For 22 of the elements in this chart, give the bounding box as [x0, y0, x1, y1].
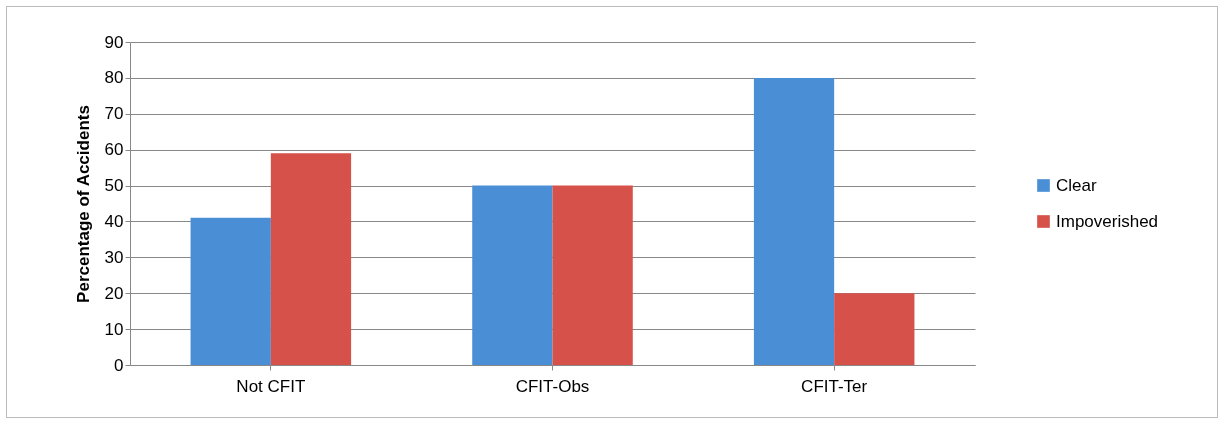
bar: [190, 217, 271, 365]
bar: [270, 153, 352, 365]
y-tick-label: 70: [104, 104, 124, 124]
bar: [552, 185, 633, 365]
y-tick-label: 10: [104, 319, 124, 339]
x-tick-label: CFIT-Obs: [515, 376, 590, 396]
legend-label: Clear: [1056, 175, 1097, 195]
y-axis-title: Percentage of Accidents: [73, 105, 93, 303]
x-tick-label: Not CFIT: [236, 376, 306, 396]
legend-label: Impoverished: [1056, 211, 1159, 231]
y-tick-label: 50: [104, 176, 124, 196]
bar: [753, 77, 835, 365]
y-tick-label: 80: [104, 68, 124, 88]
x-tick-label: CFIT-Ter: [801, 376, 868, 396]
bar: [834, 293, 915, 365]
y-tick-label: 90: [104, 32, 124, 52]
y-tick-label: 0: [114, 355, 124, 375]
y-tick-label: 60: [104, 140, 124, 160]
y-tick-label: 30: [104, 247, 124, 267]
y-tick-label: 40: [104, 211, 124, 231]
bar: [472, 185, 553, 365]
y-tick-label: 20: [104, 283, 124, 303]
